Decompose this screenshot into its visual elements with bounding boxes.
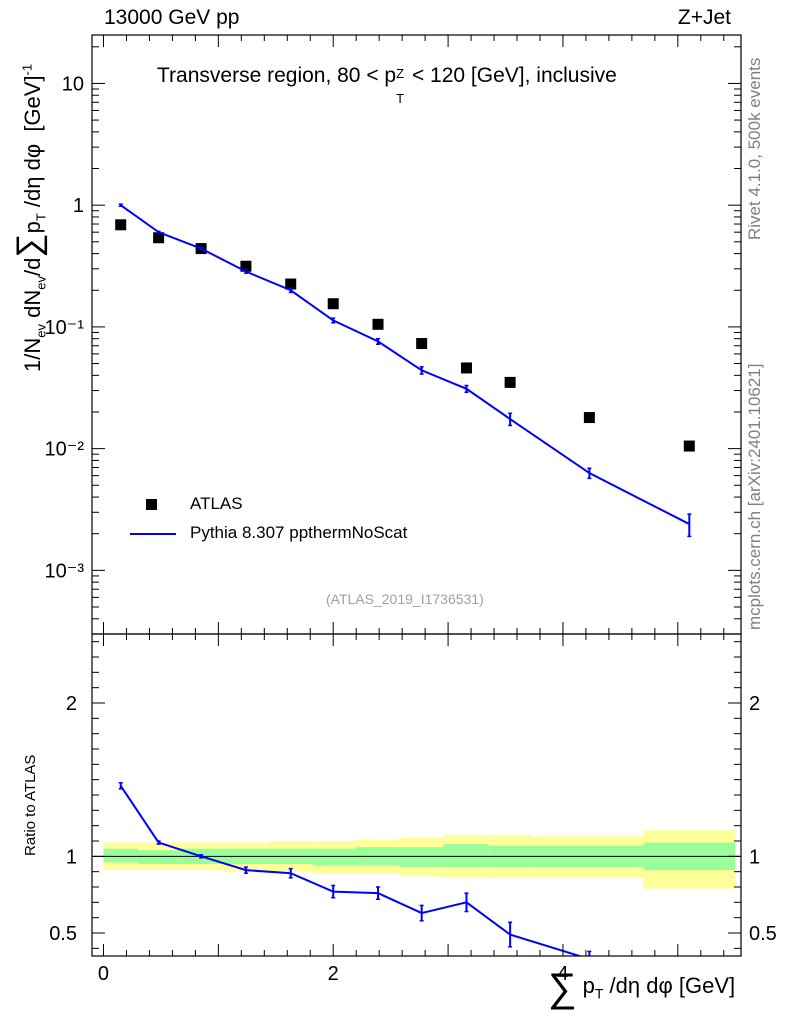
pythia-line [120,204,690,525]
atlas-point [460,362,472,374]
atlas-point [327,298,339,310]
ratio-ytick-label: 0.5 [49,923,77,945]
legend-pythia-label: Pythia 8.307 ppthermNoScat [190,523,408,542]
ratio-xtick-label: 4 [557,963,568,985]
rivet-label: Rivet 4.1.0, 500k events [745,57,764,240]
plot-frames: 10⁻³ 10⁻² 10⁻¹ 1 10 0 2 4 0.5 0.5 1 1 2 2 [45,34,777,985]
ratio-plot [118,781,592,956]
ratio-ytick-label: 1 [66,846,77,868]
atlas-point [416,338,428,350]
ratio-ytick-label-right: 2 [749,693,760,715]
ratio-ylabel: Ratio to ATLAS [22,754,39,856]
main-ylabel: 1/Nev dNev/d∑pT /dη dφ [GeV]-1 [10,63,49,372]
ratio-xlabel: ∑ pT /dη dφ [GeV] [548,966,736,1010]
legend-atlas-label: ATLAS [190,494,243,513]
header-left: 13000 GeV pp [104,6,240,29]
atlas-point [240,260,252,272]
ratio-ytick-label-right: 0.5 [749,923,777,945]
main-ytick-label: 10 [62,73,84,95]
ratio-xtick-label: 0 [98,963,109,985]
title-sub: T [396,91,405,106]
ratio-xtick-label: 2 [328,963,339,985]
ratio-series-group [118,781,592,956]
title-pre: Transverse region, 80 < p [157,64,397,87]
main-ytick-label: 1 [73,195,84,217]
atlas-point [285,278,297,290]
green-band-bin [312,848,356,866]
ratio-frame [91,633,742,957]
green-band-bin [137,850,181,864]
header-right: Z+Jet [677,6,731,29]
mcplots-label: mcplots.cern.ch [arXiv:2401.10621] [745,363,764,630]
green-band-bin [399,847,444,868]
green-band-bin [443,844,489,868]
ratio-bands [92,830,741,889]
atlas-point [504,376,516,388]
main-ytick-label: 10⁻³ [45,560,85,582]
atlas-point [115,219,127,231]
title-post: < 120 [GeV], inclusive [406,64,617,87]
legend-atlas-marker [146,499,157,510]
legend-pythia-line [130,533,176,535]
atlas-point [583,412,595,424]
atlas-point [683,440,695,452]
green-band-bin [103,848,138,863]
title-sup: Z [396,66,405,81]
atlas-point [372,318,384,330]
ratio-ytick-label: 2 [66,693,77,715]
main-frame [91,34,742,635]
analysis-watermark: (ATLAS_2019_I1736531) [326,591,484,607]
main-ytick-label: 10⁻² [45,439,85,461]
ratio-ytick-label-right: 1 [749,846,760,868]
main-plot [115,203,695,538]
atlas-point [153,232,165,244]
main-ytick-label: 10⁻¹ [45,317,85,339]
